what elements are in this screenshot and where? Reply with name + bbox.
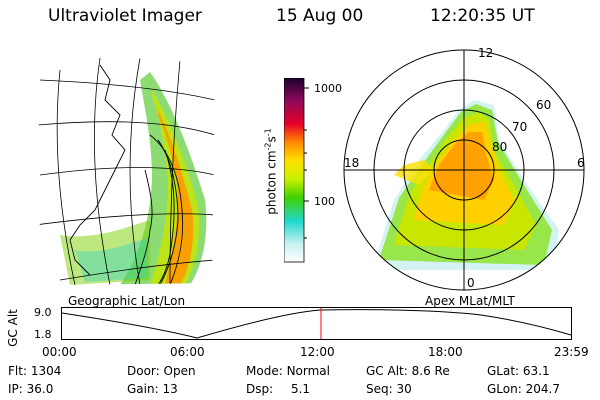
- gc-alt-label: GC Alt:: [366, 364, 408, 378]
- seq-label: Seq:: [366, 382, 393, 396]
- altitude-xtick-2: 12:00: [300, 345, 335, 359]
- dsp-value: 5.1: [290, 382, 311, 396]
- glon-value: 204.7: [525, 382, 560, 396]
- apex-polar-plot: [343, 49, 585, 291]
- altitude-xtick-4: 23:59: [554, 345, 589, 359]
- ip-label: IP:: [8, 382, 23, 396]
- geographic-map: [38, 57, 215, 285]
- dsp-label: Dsp:: [246, 382, 274, 396]
- door-value: Open: [163, 364, 196, 378]
- altitude-ylabel: GC Alt: [6, 309, 20, 347]
- observation-time: 12:20:35 UT: [430, 6, 535, 26]
- unit-seconds: s: [264, 136, 279, 143]
- mlt-label-12: 12: [478, 46, 494, 60]
- gain-value: 13: [162, 382, 178, 396]
- unit-exponent-cm: -2: [263, 142, 273, 151]
- altitude-plot: [61, 307, 572, 340]
- ip-field: IP: 36.0: [8, 382, 53, 396]
- glat-field: GLat: 63.1: [487, 364, 550, 378]
- mode-field: Mode: Normal: [246, 364, 330, 378]
- glat-value: 63.1: [522, 364, 550, 378]
- mlt-label-6: 6: [577, 156, 585, 170]
- lat-label-80: 80: [492, 140, 508, 154]
- lat-label-70: 70: [512, 120, 528, 134]
- gc-alt-value: 8.6 Re: [411, 364, 450, 378]
- altitude-xtick-3: 18:00: [428, 345, 463, 359]
- door-label: Door:: [127, 364, 160, 378]
- seq-value: 30: [396, 382, 412, 396]
- colorbar-tick-1000: 1000: [314, 82, 342, 95]
- flt-label: Flt:: [8, 364, 27, 378]
- observation-date: 15 Aug 00: [276, 6, 364, 26]
- mode-label: Mode:: [246, 364, 283, 378]
- gain-label: Gain:: [127, 382, 159, 396]
- glon-label: GLon:: [487, 382, 522, 396]
- altitude-xtick-0: 00:00: [42, 345, 77, 359]
- instrument-title: Ultraviolet Imager: [48, 6, 202, 26]
- gain-field: Gain: 13: [127, 382, 178, 396]
- geo-panel-caption: Geographic Lat/Lon: [68, 294, 186, 308]
- flt-value: 1304: [30, 364, 62, 378]
- flt-field: Flt: 1304: [8, 364, 61, 378]
- door-field: Door: Open: [127, 364, 196, 378]
- ip-value: 36.0: [26, 382, 54, 396]
- dsp-field: Dsp: 5.1: [246, 382, 310, 396]
- unit-exponent-s: -1: [263, 128, 273, 137]
- apex-panel-caption: Apex MLat/MLT: [425, 294, 515, 308]
- colorbar-tick-100: 100: [314, 195, 335, 208]
- gc-alt-field: GC Alt: 8.6 Re: [366, 364, 450, 378]
- glat-label: GLat:: [487, 364, 520, 378]
- altitude-ytick-min: 1.8: [34, 328, 52, 341]
- seq-field: Seq: 30: [366, 382, 412, 396]
- mode-value: Normal: [286, 364, 330, 378]
- mlt-label-18: 18: [344, 156, 360, 170]
- altitude-xtick-1: 06:00: [170, 345, 205, 359]
- altitude-ytick-max: 9.0: [34, 306, 52, 319]
- colorbar: [284, 78, 309, 263]
- lat-label-60: 60: [536, 98, 552, 112]
- unit-base: photon cm: [264, 150, 279, 215]
- colorbar-unit-label: photon cm-2s-1: [264, 97, 279, 247]
- glon-field: GLon: 204.7: [487, 382, 560, 396]
- mlt-label-0: 0: [467, 276, 475, 290]
